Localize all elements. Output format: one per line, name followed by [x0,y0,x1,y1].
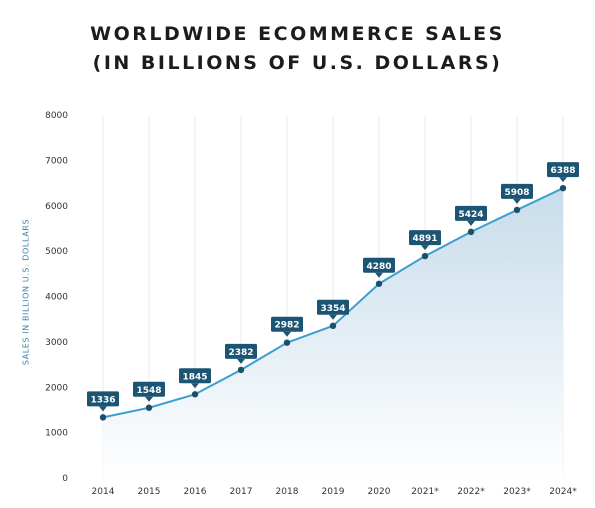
data-point [99,414,107,421]
data-label-box [547,162,579,178]
data-label: 4891 [409,230,441,251]
data-label: 1548 [133,381,165,402]
data-label-box [271,316,303,332]
data-point [559,184,567,192]
data-label-pointer [237,358,245,364]
x-tick-label: 2018 [276,487,299,497]
x-tick-label: 2023* [503,487,531,497]
x-tick-label: 2015 [138,487,161,497]
x-axis-ticks: 2014 2015 2016 2017 2018 2019 2020 2021* 2022* 20… [92,487,578,497]
x-tick-label: 2014 [92,487,115,497]
y-tick-label: 7000 [45,156,68,166]
data-label: 4280 [363,257,395,278]
data-label-text: 4891 [412,234,437,244]
y-tick-label: 1000 [45,429,68,439]
data-label: 2982 [271,316,303,337]
data-label-text: 1336 [90,395,115,405]
area-fill [103,188,563,478]
data-point [191,391,199,398]
data-label-text: 4280 [366,262,391,272]
data-point [375,280,383,287]
data-label-box [225,343,257,359]
y-tick-label: 5000 [45,247,68,257]
data-label-text: 1548 [136,386,161,396]
data-label-text: 3354 [320,304,345,314]
data-label-box [455,205,487,221]
data-label-pointer [99,406,107,412]
data-label: 5908 [501,183,533,204]
x-tick-label: 2022* [457,487,485,497]
chart-title-line-2: (IN BILLIONS OF U.S. DOLLARS) [92,52,503,74]
y-tick-label: 8000 [45,111,68,121]
data-label-text: 1845 [182,372,207,382]
x-tick-label: 2020 [368,487,391,497]
data-point [283,339,291,346]
data-point [467,228,475,236]
data-point [237,366,245,374]
chart-title: WORLDWIDE ECOMMERCE SALES (IN BILLIONS O… [0,20,595,78]
data-label-pointer [375,272,383,278]
data-label-text: 2382 [228,348,253,358]
data-point [421,252,429,260]
y-tick-label: 2000 [45,383,68,393]
data-point [329,322,337,330]
data-label: 2382 [225,343,257,364]
x-tick-label: 2017 [230,487,253,497]
data-label-box [133,381,165,397]
y-tick-label: 3000 [45,338,68,348]
data-label-box [363,257,395,273]
data-label-pointer [421,245,429,251]
data-label-box [179,368,211,384]
data-label-text: 5424 [458,210,483,220]
data-point [145,404,153,411]
data-label-pointer [145,396,153,402]
y-tick-label: 0 [62,474,68,484]
data-label: 5424 [455,205,487,226]
data-label-text: 5908 [504,188,529,198]
data-label-box [409,230,441,246]
data-label-box [87,391,119,407]
data-points [99,184,567,421]
data-label-text: 2982 [274,321,299,331]
data-label: 1336 [87,391,119,412]
data-labels: 1336 1548 1845 2382 2982 3354 4280 4891 5424 5908… [87,162,579,412]
data-label: 3354 [317,299,349,320]
data-label-pointer [191,383,199,389]
x-tick-label: 2019 [322,487,345,497]
data-label-pointer [329,314,337,320]
data-label-box [501,183,533,199]
y-tick-label: 4000 [45,293,68,303]
y-axis-ticks: 0 1000 2000 3000 4000 5000 6000 7000 8000 [45,111,68,484]
data-label: 1845 [179,368,211,389]
chart-title-line-1: WORLDWIDE ECOMMERCE SALES [90,23,505,45]
data-label: 6388 [547,162,579,183]
x-tick-label: 2016 [184,487,207,497]
x-tick-label: 2024* [549,487,577,497]
x-tick-label: 2021* [411,487,439,497]
data-label-pointer [467,220,475,226]
data-label-pointer [513,198,521,204]
data-label-pointer [559,177,567,183]
y-tick-label: 6000 [45,202,68,212]
data-label-text: 6388 [550,166,575,176]
area-fill-group [103,188,563,478]
data-point [513,206,521,214]
data-label-pointer [283,331,291,337]
data-label-box [317,299,349,315]
